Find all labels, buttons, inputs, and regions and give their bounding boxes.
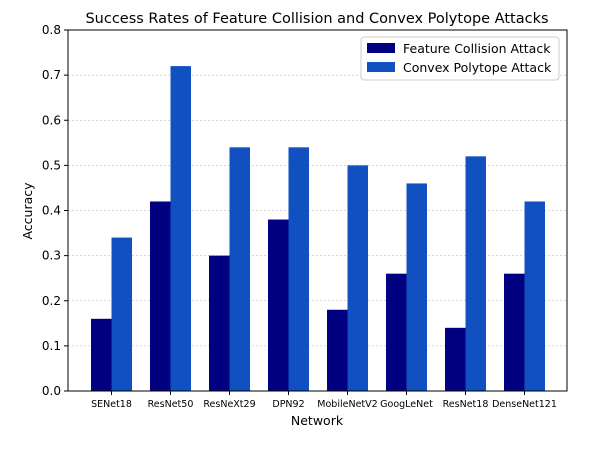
x-axis-ticks: SENet18 ResNet50 ResNeXt29 DPN92 MobileNetV2…	[91, 391, 557, 410]
y-tick-label: 0.7	[42, 68, 61, 82]
legend-box	[360, 36, 560, 81]
legend-label: Convex Polytope Attack	[403, 60, 552, 75]
legend-label: Feature Collision Attack	[403, 41, 551, 56]
bar-feature-collision	[445, 327, 466, 391]
bar-convex-polytope	[524, 201, 545, 391]
y-tick-label: 0.5	[42, 158, 61, 172]
bar-feature-collision	[504, 273, 525, 391]
y-tick-label: 0.4	[42, 204, 61, 218]
bar-feature-collision	[91, 318, 112, 391]
bar-feature-collision	[150, 201, 171, 391]
bars	[91, 66, 545, 391]
y-axis-label: Accuracy	[20, 182, 35, 240]
y-tick-label: 0.2	[42, 294, 61, 308]
x-tick-label: DenseNet121	[492, 399, 557, 410]
chart-title: Success Rates of Feature Collision and C…	[85, 11, 548, 27]
bar-convex-polytope	[465, 156, 486, 391]
legend: Feature Collision Attack Convex Polytope …	[360, 36, 560, 81]
bar-convex-polytope	[347, 165, 368, 391]
y-tick-label: 0.1	[42, 339, 61, 353]
x-tick-label: DPN92	[272, 399, 304, 410]
bar-convex-polytope	[111, 237, 132, 391]
y-tick-label: 0.6	[42, 113, 61, 127]
x-axis-label: Network	[291, 413, 344, 428]
x-tick-label: ResNeXt29	[203, 399, 255, 410]
x-tick-label: GoogLeNet	[380, 399, 433, 410]
x-tick-label: ResNet50	[148, 399, 194, 410]
bar-convex-polytope	[170, 66, 191, 391]
bar-convex-polytope	[288, 147, 309, 391]
bar-convex-polytope	[229, 147, 250, 391]
x-tick-label: MobileNetV2	[317, 399, 377, 410]
y-tick-label: 0.3	[42, 249, 61, 263]
bar-feature-collision	[209, 255, 230, 391]
y-tick-label: 0.0	[42, 384, 61, 398]
bar-feature-collision	[386, 273, 407, 391]
x-tick-label: SENet18	[91, 399, 132, 410]
grid-lines	[68, 74, 567, 347]
legend-swatch	[367, 43, 395, 53]
bar-convex-polytope	[406, 183, 427, 391]
y-tick-label: 0.8	[42, 23, 61, 37]
bar-feature-collision	[268, 219, 289, 391]
y-axis-ticks: 0.0 0.1 0.2 0.3 0.4 0.5 0.6 0.7 0.8	[42, 23, 68, 398]
bar-feature-collision	[327, 309, 348, 391]
x-tick-label: ResNet18	[443, 399, 489, 410]
legend-swatch	[367, 62, 395, 72]
